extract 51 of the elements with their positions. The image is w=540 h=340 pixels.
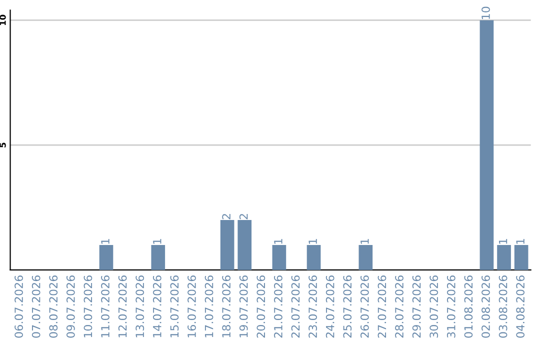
- bar: [514, 244, 528, 270]
- bar: [99, 244, 114, 270]
- data-label: 1: [360, 238, 369, 244]
- x-tick-label: 11.07.2026: [101, 276, 110, 338]
- bar: [220, 220, 234, 270]
- data-label: 1: [498, 238, 508, 244]
- x-tick-label: 02.08.2026: [482, 276, 490, 338]
- x-tick-label: 03.08.2026: [498, 276, 508, 338]
- data-label: 1: [274, 238, 282, 244]
- y-tick-label: 5: [0, 142, 6, 148]
- data-label: 2: [239, 214, 248, 220]
- x-tick-label: 10.07.2026: [84, 276, 92, 338]
- x-tick-label: 15.07.2026: [170, 276, 179, 338]
- x-tick-label: 17.07.2026: [204, 276, 214, 338]
- x-tick-label: 28.07.2026: [395, 276, 404, 338]
- bar: [272, 244, 286, 270]
- x-tick-label: 06.07.2026: [14, 276, 23, 338]
- x-tick-label: 12.07.2026: [118, 276, 127, 338]
- bar: [238, 220, 252, 270]
- bar: [306, 244, 321, 270]
- data-label: 2: [222, 214, 230, 220]
- x-tick-label: 18.07.2026: [222, 276, 231, 338]
- data-label: 1: [308, 238, 317, 244]
- data-label: 1: [516, 238, 524, 244]
- data-label: 1: [101, 238, 110, 244]
- bar: [480, 20, 494, 270]
- bar: [151, 244, 166, 270]
- x-tick-label: 13.07.2026: [136, 276, 144, 338]
- x-tick-label: 27.07.2026: [378, 276, 386, 338]
- x-tick-label: 30.07.2026: [430, 276, 438, 338]
- x-tick-label: 26.07.2026: [360, 276, 369, 338]
- x-tick-label: 31.07.2026: [446, 276, 456, 338]
- x-tick-label: 01.08.2026: [464, 276, 473, 338]
- data-label: 1: [153, 238, 162, 244]
- bar: [497, 244, 511, 270]
- x-tick-label: 08.07.2026: [49, 276, 58, 338]
- x-tick-label: 09.07.2026: [66, 276, 75, 338]
- x-tick-label: 21.07.2026: [274, 276, 282, 338]
- x-tick-label: 14.07.2026: [152, 276, 162, 338]
- x-tick-label: 04.08.2026: [516, 276, 525, 338]
- x-tick-label: 24.07.2026: [326, 276, 334, 338]
- x-tick-label: 25.07.2026: [343, 276, 352, 338]
- x-tick-label: 07.07.2026: [32, 276, 40, 338]
- x-tick-label: 16.07.2026: [188, 276, 196, 338]
- bar: [358, 244, 373, 270]
- data-label: 10: [482, 6, 490, 19]
- x-tick-label: 22.07.2026: [291, 276, 300, 338]
- x-tick-label: 19.07.2026: [239, 276, 248, 338]
- x-tick-label: 29.07.2026: [412, 276, 421, 338]
- x-tick-label: 20.07.2026: [256, 276, 266, 338]
- x-tick-label: 23.07.2026: [308, 276, 317, 338]
